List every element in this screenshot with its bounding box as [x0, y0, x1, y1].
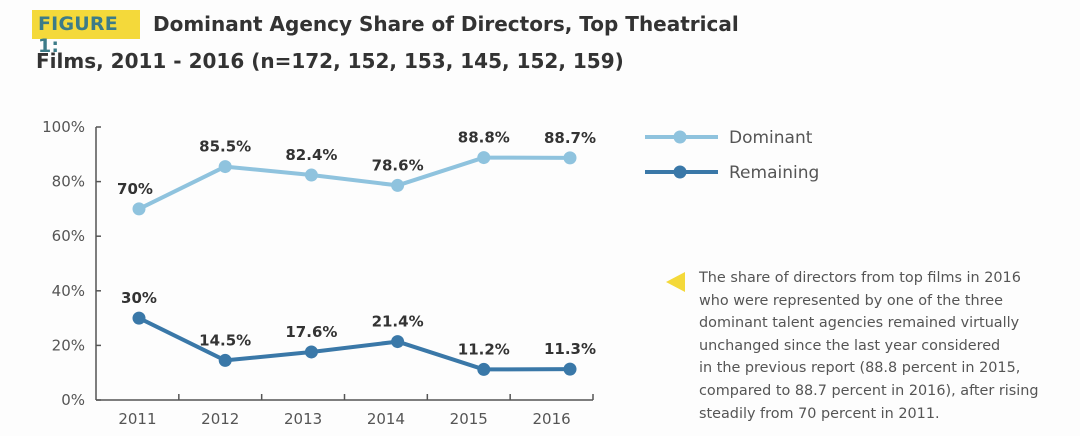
legend-label-dominant: Dominant — [729, 128, 813, 148]
data-label-dominant: 88.7% — [544, 129, 596, 147]
data-point-remaining — [563, 362, 577, 376]
series-line-dominant — [138, 155, 571, 211]
legend-marker-dominant — [673, 130, 687, 144]
x-tick-label: 2013 — [284, 410, 322, 428]
annotation-line: compared to 88.7 percent in 2016), after… — [699, 382, 1039, 399]
data-label-remaining: 21.4% — [372, 313, 424, 331]
annotation-line: steadily from 70 percent in 2011. — [699, 405, 940, 422]
legend-label-remaining: Remaining — [729, 163, 819, 183]
figure-label-badge: FIGURE 1: — [32, 10, 140, 57]
y-tick-label: 40% — [52, 282, 85, 300]
data-label-remaining: 30% — [121, 289, 157, 307]
data-label-dominant: 82.4% — [285, 146, 337, 164]
data-point-dominant — [477, 151, 491, 165]
series-line-remaining — [138, 316, 571, 372]
annotation-pointer-icon — [666, 272, 685, 292]
annotation-line: in the previous report (88.8 percent in … — [699, 360, 1021, 377]
y-tick-label: 0% — [61, 391, 85, 409]
x-tick-label: 2014 — [367, 410, 405, 428]
annotation-line: dominant talent agencies remained virtua… — [699, 315, 1020, 332]
data-label-dominant: 78.6% — [372, 156, 424, 174]
data-point-dominant — [218, 160, 232, 174]
x-tick-label: 2011 — [118, 410, 156, 428]
x-tick-label: 2012 — [201, 410, 239, 428]
y-tick-label: 80% — [52, 173, 85, 191]
data-point-dominant — [563, 151, 577, 165]
data-point-remaining — [391, 335, 405, 349]
figure-label: FIGURE 1: — [38, 13, 118, 57]
y-tick-label: 20% — [52, 336, 85, 354]
y-tick-label: 60% — [52, 227, 85, 245]
data-label-remaining: 11.3% — [544, 340, 596, 358]
annotation-text: The share of directors from top films in… — [699, 267, 1069, 425]
x-tick-label: 2016 — [532, 410, 570, 428]
data-point-remaining — [304, 345, 318, 359]
data-point-remaining — [477, 362, 491, 376]
y-tick-label: 100% — [42, 118, 85, 136]
data-point-dominant — [132, 202, 146, 216]
annotation-line: The share of directors from top films in… — [699, 270, 1021, 286]
data-point-dominant — [391, 178, 405, 192]
chart-title-line-2: Films, 2011 - 2016 (n=172, 152, 153, 145… — [36, 49, 624, 73]
data-point-remaining — [132, 311, 146, 325]
data-point-dominant — [304, 168, 318, 182]
chart-title-line-1: Dominant Agency Share of Directors, Top … — [153, 12, 739, 36]
data-label-dominant: 70% — [117, 180, 153, 198]
data-label-remaining: 14.5% — [199, 331, 251, 349]
data-label-dominant: 88.8% — [458, 129, 510, 147]
legend-marker-remaining — [673, 165, 687, 179]
data-label-remaining: 17.6% — [285, 323, 337, 341]
annotation-line: who were represented by one of the three — [699, 292, 1003, 309]
data-label-remaining: 11.2% — [458, 340, 510, 358]
data-point-remaining — [218, 353, 232, 367]
data-label-dominant: 85.5% — [199, 138, 251, 156]
annotation-line: unchanged since the last year considered — [699, 337, 1001, 354]
x-tick-label: 2015 — [450, 410, 488, 428]
